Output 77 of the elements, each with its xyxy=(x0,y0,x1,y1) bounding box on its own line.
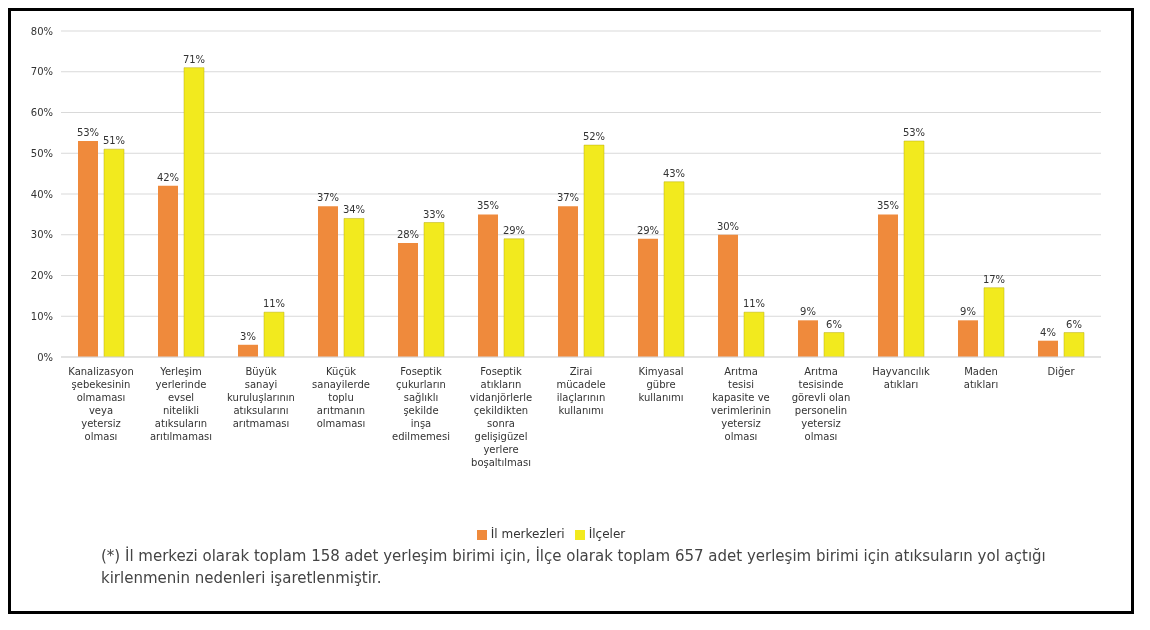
x-tick-label: Foseptik çukurların sağlıklı şekilde inşa edilmemesi xyxy=(392,366,450,442)
y-tick-label: 40% xyxy=(30,188,53,200)
y-tick-label: 70% xyxy=(30,66,53,78)
y-tick-label: 50% xyxy=(30,147,53,159)
data-label: 34% xyxy=(342,204,366,216)
bar xyxy=(398,242,418,357)
data-label: 43% xyxy=(662,167,686,179)
x-tick-label: Zirai mücadele ilaçlarının kullanımı xyxy=(556,366,606,416)
data-label: 51% xyxy=(102,135,126,147)
x-tick-label: Foseptik atıkların vidanjörlerle çekildikten sonra gelişigüzel yerlere boşaltılması xyxy=(469,366,533,468)
data-label: 29% xyxy=(502,224,526,236)
x-tick-label: Diğer xyxy=(1047,366,1076,377)
x-tick-label: Yerleşim yerlerinde evsel nitelikli atıksuların arıtılmaması xyxy=(149,366,213,442)
bar xyxy=(423,222,445,357)
bar xyxy=(718,234,738,357)
x-tick-label: Arıtma tesisinde görevli olan personelin yetersiz olması xyxy=(791,366,851,442)
text: (*) İl merkezi olarak toplam 158 adet yerleşim birimi için, İlçe olarak toplam 657 adet yerleşim birimi için atıksuların yol açtığı kirlenmenin nedenleri işaretlenmiştir. xyxy=(101,545,1047,589)
bar xyxy=(103,148,125,357)
bar xyxy=(583,144,605,357)
data-label: 4% xyxy=(1040,326,1056,338)
data-label: 9% xyxy=(960,306,976,318)
bar xyxy=(183,67,205,357)
data-label: 28% xyxy=(396,228,420,240)
bar xyxy=(638,238,658,357)
bar xyxy=(238,344,258,357)
legend-label: İl merkezleri xyxy=(490,527,565,541)
bar xyxy=(798,320,818,357)
bar xyxy=(983,287,1005,357)
x-tick-label: Maden atıkları xyxy=(963,366,999,390)
data-label: 52% xyxy=(582,131,606,143)
bar xyxy=(878,214,898,357)
data-label: 17% xyxy=(982,273,1006,285)
data-label: 35% xyxy=(876,200,900,212)
data-label: 42% xyxy=(156,171,180,183)
x-tick-label: Küçük sanayilerde toplu arıtmanın olmaması xyxy=(312,366,370,429)
bar xyxy=(1063,332,1085,357)
bar xyxy=(343,218,365,357)
data-label: 35% xyxy=(476,200,500,212)
data-label: 37% xyxy=(316,192,340,204)
bar xyxy=(903,140,925,357)
data-label: 6% xyxy=(826,318,842,330)
x-tick-label: Kimyasal gübre kullanımı xyxy=(638,366,684,403)
data-label: 30% xyxy=(716,220,740,232)
x-tick-label: Hayvancılık atıkları xyxy=(872,366,930,390)
data-label: 53% xyxy=(902,127,926,139)
data-label: 11% xyxy=(742,298,766,310)
x-tick-label: Arıtma tesisi kapasite ve verimlerinin yetersiz olması xyxy=(711,366,771,442)
legend-label: İlçeler xyxy=(588,527,626,541)
y-tick-label: 20% xyxy=(30,270,53,282)
data-label: 11% xyxy=(262,298,286,310)
data-label: 29% xyxy=(636,224,660,236)
bar xyxy=(78,141,98,357)
x-tick-label: Büyük sanayi kuruluşlarının atıksularını arıtmaması xyxy=(227,366,295,429)
data-label: 71% xyxy=(182,53,206,65)
y-tick-label: 30% xyxy=(30,229,53,241)
bar xyxy=(318,206,338,357)
bar xyxy=(958,320,978,357)
bar xyxy=(503,238,525,357)
bar xyxy=(663,181,685,357)
bar xyxy=(1038,340,1058,357)
bar xyxy=(478,214,498,357)
bar xyxy=(743,311,765,357)
bar xyxy=(823,332,845,357)
y-tick-label: 80% xyxy=(30,25,53,37)
data-label: 53% xyxy=(76,127,100,139)
bar xyxy=(158,185,178,357)
y-tick-label: 0% xyxy=(37,351,53,363)
data-label: 9% xyxy=(800,306,816,318)
data-label: 3% xyxy=(240,330,256,342)
x-tick-label: Kanalizasyon şebekesinin olmaması veya yetersiz olması xyxy=(68,366,134,442)
data-label: 33% xyxy=(422,208,446,220)
y-tick-label: 60% xyxy=(30,107,53,119)
bar xyxy=(558,206,578,357)
data-label: 6% xyxy=(1066,318,1082,330)
y-tick-label: 10% xyxy=(30,310,53,322)
bar xyxy=(263,311,285,357)
data-label: 37% xyxy=(556,192,580,204)
